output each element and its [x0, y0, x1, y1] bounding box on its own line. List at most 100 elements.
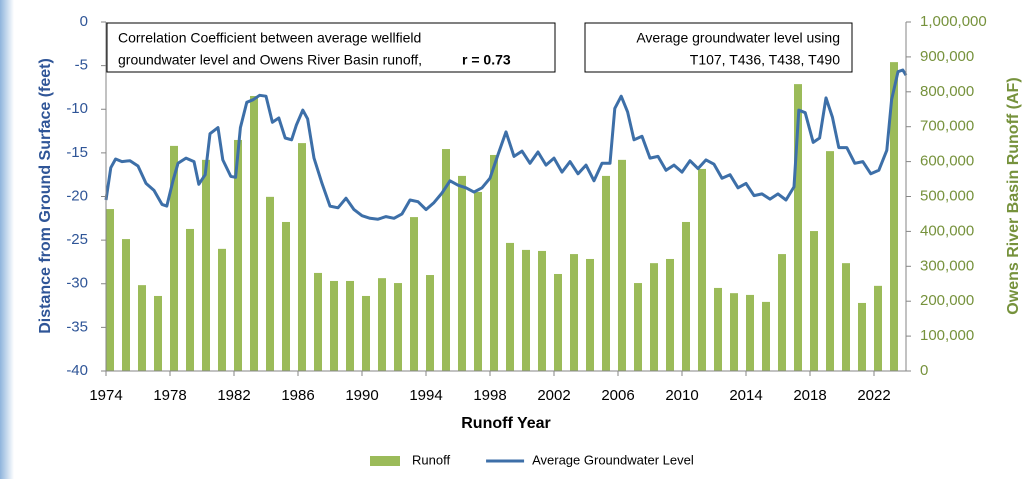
bar [138, 285, 146, 371]
bar [362, 295, 370, 371]
x-tick-label: 1998 [473, 387, 506, 404]
bar [778, 254, 786, 371]
bar [650, 263, 658, 371]
bar [602, 175, 610, 371]
bar [106, 209, 114, 371]
x-tick-label: 2006 [601, 387, 634, 404]
bar [538, 250, 546, 371]
annotations: Correlation Coefficient between average … [106, 22, 853, 73]
y2-tick-label: 600,000 [920, 153, 974, 170]
line [104, 68, 908, 221]
bar [794, 84, 802, 371]
bar [234, 139, 242, 371]
bar [586, 258, 594, 371]
bar [218, 248, 226, 371]
bar [410, 217, 418, 371]
bar [170, 145, 178, 371]
annotation-box [106, 22, 556, 73]
bar [874, 285, 882, 371]
bar [282, 221, 290, 371]
y2-axis-title: Owens River Basin Runoff (AF) [1005, 77, 1022, 314]
x-tick-label: 2014 [729, 387, 762, 404]
x-tick-label: 1990 [345, 387, 378, 404]
bar [186, 228, 194, 371]
bar [330, 280, 338, 371]
y-tick-label: -20 [66, 187, 88, 204]
bar [378, 278, 386, 371]
y2-tick-label: 400,000 [920, 222, 974, 239]
bar [826, 151, 834, 371]
x-tick-label: 1974 [89, 387, 122, 404]
bar [842, 263, 850, 371]
bar [154, 295, 162, 371]
bar [458, 175, 466, 371]
bar [666, 258, 674, 371]
x-axis-title: Runoff Year [461, 415, 551, 432]
bar [122, 239, 130, 371]
y2-tick-label: 100,000 [920, 327, 974, 344]
bar [554, 273, 562, 371]
x-tick-label: 2010 [665, 387, 698, 404]
bar [698, 168, 706, 371]
x-tick-label: 1986 [281, 387, 314, 404]
bar [714, 287, 722, 371]
x-tick-label: 2018 [793, 387, 826, 404]
x-tick-label: 1994 [409, 387, 442, 404]
bar [202, 159, 210, 371]
y2-tick-label: 700,000 [920, 118, 974, 135]
bar [762, 301, 770, 371]
annotation-text: Average groundwater level using [636, 30, 840, 46]
bar [298, 143, 306, 371]
annotation-box [584, 22, 853, 73]
bar [442, 149, 450, 371]
bar [314, 272, 322, 371]
y-tick-label: -40 [66, 362, 88, 379]
y2-tick-label: 1,000,000 [920, 13, 987, 30]
bar [810, 231, 818, 371]
y-tick-label: -25 [66, 231, 88, 248]
bar [506, 242, 514, 371]
bar [570, 254, 578, 371]
y-tick-label: -30 [66, 275, 88, 292]
x-tick-label: 2022 [857, 387, 890, 404]
bar [346, 280, 354, 371]
y2-tick-label: 300,000 [920, 257, 974, 274]
y-tick-label: -15 [66, 144, 88, 161]
y-tick-label: -35 [66, 318, 88, 335]
bar [618, 159, 626, 371]
y-axis-title: Distance from Ground Surface (feet) [37, 58, 54, 334]
y2-tick-label: 200,000 [920, 292, 974, 309]
bar [426, 275, 434, 371]
bar [858, 302, 866, 371]
bar [490, 154, 498, 371]
y2-tick-label: 900,000 [920, 48, 974, 65]
bar [250, 95, 258, 371]
y-tick-label: -5 [75, 57, 88, 74]
y2-tick-label: 800,000 [920, 83, 974, 100]
legend-swatch [370, 456, 400, 466]
y2-tick-label: 500,000 [920, 187, 974, 204]
annotation-text: Correlation Coefficient between average … [118, 30, 421, 46]
bar [474, 191, 482, 371]
y2-tick-label: 0 [920, 362, 928, 379]
bar [634, 283, 642, 371]
bar [746, 294, 754, 371]
bar [394, 283, 402, 371]
x-tick-label: 2002 [537, 387, 570, 404]
annotation-emphasis: r = 0.73 [462, 52, 511, 68]
x-tick-label: 1978 [153, 387, 186, 404]
annotation-text: groundwater level and Owens River Basin … [118, 52, 422, 68]
x-tick-label: 1982 [217, 387, 250, 404]
y-tick-label: -10 [66, 100, 88, 117]
bar [730, 293, 738, 371]
legend-label: Average Groundwater Level [532, 452, 694, 467]
background-edge [0, 0, 14, 479]
legend-label: Runoff [412, 452, 450, 467]
bar [682, 221, 690, 371]
bar [522, 249, 530, 371]
bar [890, 62, 898, 371]
annotation-text: T107, T436, T438, T490 [690, 52, 840, 68]
y-tick-label: 0 [80, 13, 88, 30]
